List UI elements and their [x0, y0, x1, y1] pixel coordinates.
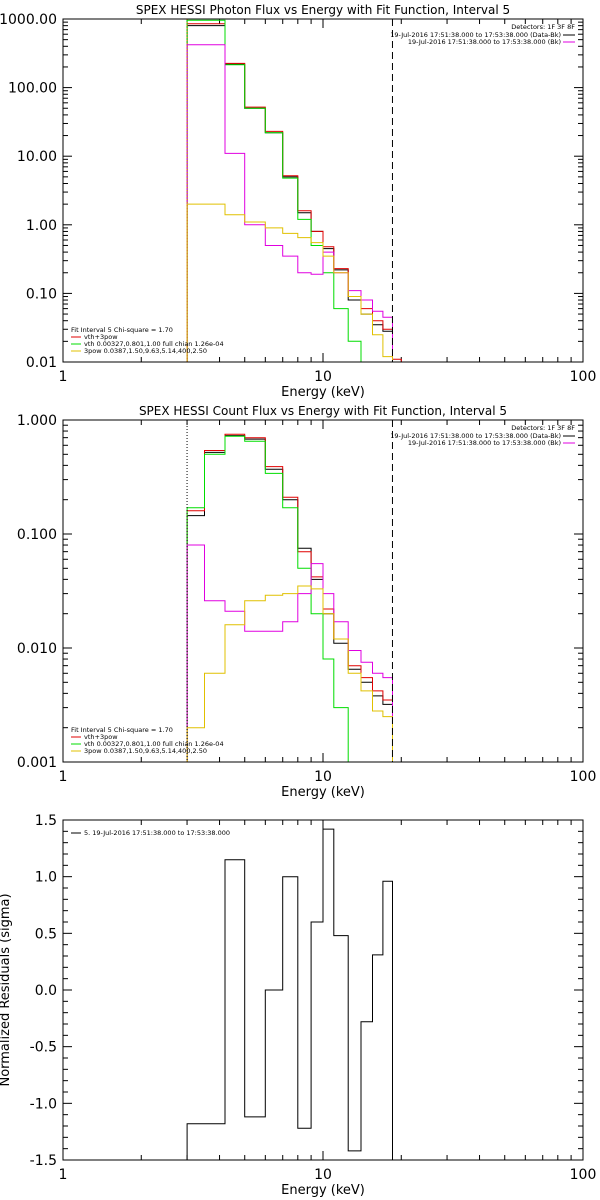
legend-entry-text: 19-Jul-2016 17:51:38.000 to 17:53:38.000… [390, 31, 561, 39]
series-black-line [186, 828, 393, 1160]
x-axis-label: Energy (keV) [281, 785, 365, 800]
x-tick-label: 10 [314, 1167, 332, 1183]
legend-entry-text: 3pow 0.0387,1.50,9.63,5.14,400,2.50 [84, 747, 207, 755]
legend-header: Fit Interval 5 Chi-square = 1.70 [71, 326, 173, 334]
x-tick-label: 100 [570, 369, 597, 385]
x-tick-label: 1 [59, 769, 68, 785]
legend-title: Detectors: 1F 3F 8F [511, 23, 575, 31]
plot-area [186, 19, 402, 362]
y-tick-label: 1.000 [17, 413, 57, 429]
y-tick-label: 1000.00 [0, 12, 57, 28]
x-tick-label: 1 [59, 369, 68, 385]
legend-entry-text: vth+3pow [84, 733, 118, 741]
legend-header: Fit Interval 5 Chi-square = 1.70 [71, 726, 173, 734]
y-tick-label: 0.10 [26, 286, 57, 302]
plot-area [186, 433, 402, 762]
y-tick-label: 0.001 [17, 755, 57, 771]
series-red-line [186, 23, 402, 362]
series-red-line [186, 433, 402, 762]
legend-entry-text: vth 0.00327,0.801,1.00 full chian 1.26e-… [84, 740, 224, 748]
plot-frame [62, 419, 584, 763]
series-magenta-line [186, 44, 402, 362]
y-tick-label: 1.5 [35, 813, 57, 829]
x-tick-label: 10 [314, 369, 332, 385]
series-magenta-line [186, 544, 402, 762]
chart-panel-2: SPEX HESSI Count Flux vs Energy with Fit… [17, 404, 596, 800]
y-tick-label: -1.5 [30, 1153, 57, 1169]
x-axis-label: Energy (keV) [281, 385, 365, 400]
plot-frame [62, 819, 584, 1161]
plot-area [186, 828, 393, 1160]
y-tick-label: -1.0 [30, 1096, 57, 1112]
y-tick-label: 0.01 [26, 355, 57, 371]
y-tick-label: 0.010 [17, 641, 57, 657]
legend-entry-text: vth+3pow [84, 333, 118, 341]
y-tick-label: 0.100 [17, 527, 57, 543]
y-tick-label: 100.00 [8, 81, 57, 97]
plot-frame [62, 18, 584, 363]
y-tick-label: 0.0 [35, 983, 57, 999]
chart-title: SPEX HESSI Count Flux vs Energy with Fit… [139, 404, 507, 418]
legend-entry-text: 5. 19-Jul-2016 17:51:38.000 to 17:53:38.… [84, 829, 230, 837]
x-tick-label: 100 [570, 769, 597, 785]
y-tick-label: 10.00 [17, 149, 57, 165]
legend-entry-text: 19-Jul-2016 17:51:38.000 to 17:53:38.000… [408, 38, 561, 46]
y-tick-label: 1.0 [35, 870, 57, 886]
legend-entry-text: 19-Jul-2016 17:51:38.000 to 17:53:38.000… [408, 439, 561, 447]
y-tick-label: -0.5 [30, 1040, 57, 1056]
series-yellow-line [186, 203, 393, 362]
series-green-line [186, 435, 349, 762]
x-tick-label: 10 [314, 769, 332, 785]
series-yellow-line [186, 585, 402, 762]
legend-entry-text: 3pow 0.0387,1.50,9.63,5.14,400,2.50 [84, 347, 207, 355]
x-tick-label: 100 [570, 1167, 597, 1183]
x-axis-label: Energy (keV) [281, 1183, 365, 1198]
chart-panel-3: 1 10 100 Energy (keV) 1.5 1.0 0.5 0.0 -0.5 -1.0 -1… [0, 813, 596, 1198]
chart-title: SPEX HESSI Photon Flux vs Energy with Fi… [136, 3, 510, 17]
y-tick-label: 0.5 [35, 926, 57, 942]
legend-title: Detectors: 1F 3F 8F [511, 424, 575, 432]
legend-entry-text: 19-Jul-2016 17:51:38.000 to 17:53:38.000… [390, 432, 561, 440]
series-black-line [186, 435, 402, 762]
series-green-line [186, 19, 362, 362]
legend-entry-text: vth 0.00327,0.801,1.00 full chian 1.26e-… [84, 340, 224, 348]
x-tick-label: 1 [59, 1167, 68, 1183]
chart-panel-1: SPEX HESSI Photon Flux vs Energy with Fi… [0, 3, 596, 400]
y-axis-label: Normalized Residuals (sigma) [0, 893, 13, 1086]
y-tick-label: 1.00 [26, 218, 57, 234]
